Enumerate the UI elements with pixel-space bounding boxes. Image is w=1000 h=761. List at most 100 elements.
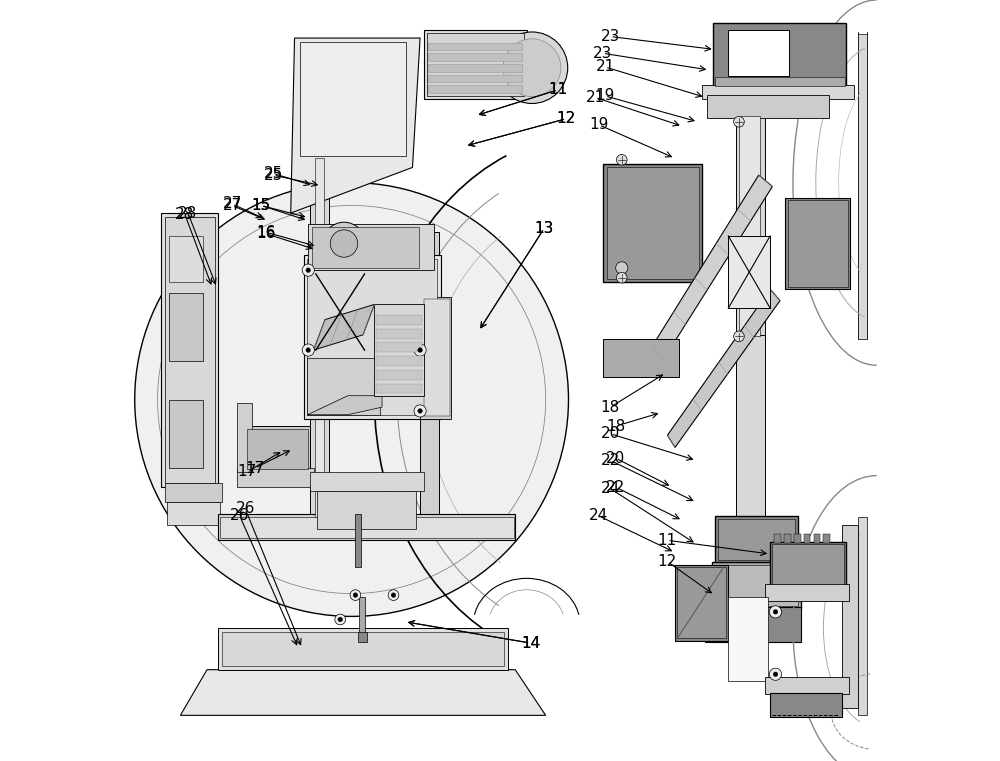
Bar: [739, 116, 760, 336]
Text: 25: 25: [264, 167, 283, 183]
Circle shape: [388, 590, 399, 600]
Bar: [169, 293, 203, 361]
Bar: [245, 426, 310, 472]
Text: 18: 18: [606, 419, 625, 434]
Circle shape: [338, 617, 342, 622]
Bar: [712, 562, 801, 609]
Bar: [304, 255, 441, 419]
Bar: [728, 597, 768, 681]
Text: 13: 13: [534, 221, 554, 236]
Circle shape: [335, 614, 346, 625]
Text: 23: 23: [601, 29, 620, 44]
Bar: [774, 534, 781, 543]
Bar: [788, 200, 848, 287]
Text: 17: 17: [238, 464, 257, 479]
Bar: [376, 356, 422, 366]
Bar: [770, 693, 842, 717]
Circle shape: [323, 222, 365, 265]
Circle shape: [769, 668, 782, 680]
Bar: [310, 472, 424, 491]
Text: 12: 12: [658, 554, 677, 569]
Text: 25: 25: [264, 166, 283, 181]
Circle shape: [616, 262, 628, 274]
Bar: [814, 534, 820, 543]
Bar: [715, 565, 798, 606]
Circle shape: [769, 606, 782, 618]
Circle shape: [414, 344, 426, 356]
Bar: [312, 227, 419, 268]
Bar: [307, 259, 437, 415]
Circle shape: [773, 610, 778, 614]
Bar: [218, 628, 508, 670]
Text: 27: 27: [223, 198, 242, 213]
Bar: [165, 483, 222, 502]
Bar: [607, 167, 699, 279]
Bar: [718, 519, 795, 560]
Bar: [715, 516, 798, 563]
Bar: [428, 43, 522, 50]
Text: 28: 28: [175, 207, 195, 222]
Bar: [428, 53, 522, 61]
Text: 14: 14: [521, 635, 540, 651]
Bar: [736, 335, 765, 517]
Circle shape: [616, 154, 627, 165]
Bar: [376, 384, 422, 393]
Circle shape: [350, 590, 361, 600]
Bar: [218, 514, 515, 540]
Text: 16: 16: [256, 226, 275, 241]
Bar: [376, 329, 422, 339]
Text: 21: 21: [586, 90, 605, 105]
Bar: [675, 565, 728, 641]
Circle shape: [496, 32, 568, 103]
Bar: [222, 632, 504, 666]
Bar: [702, 85, 854, 99]
Bar: [428, 64, 522, 72]
Bar: [161, 213, 218, 487]
Circle shape: [353, 593, 358, 597]
Text: 20: 20: [601, 426, 620, 441]
Bar: [167, 502, 220, 525]
Bar: [376, 342, 422, 352]
Circle shape: [418, 348, 422, 352]
Text: 26: 26: [230, 508, 249, 524]
Text: 13: 13: [534, 221, 554, 236]
Bar: [842, 525, 858, 708]
Bar: [376, 315, 422, 325]
Bar: [310, 156, 329, 537]
Bar: [603, 339, 679, 377]
Circle shape: [135, 183, 568, 616]
Circle shape: [330, 230, 358, 257]
Bar: [220, 517, 514, 538]
Bar: [677, 567, 726, 638]
Bar: [765, 584, 849, 601]
Bar: [823, 534, 830, 543]
Circle shape: [503, 39, 561, 97]
Polygon shape: [652, 175, 772, 359]
Bar: [420, 297, 451, 419]
Text: 12: 12: [557, 111, 576, 126]
Bar: [237, 468, 314, 487]
Polygon shape: [667, 289, 780, 447]
Bar: [308, 224, 434, 270]
Text: 19: 19: [589, 117, 609, 132]
Bar: [315, 158, 324, 535]
Text: 22: 22: [601, 453, 620, 468]
Text: 14: 14: [521, 635, 540, 651]
Circle shape: [306, 268, 311, 272]
Bar: [736, 114, 765, 339]
Circle shape: [306, 348, 311, 352]
Bar: [794, 534, 801, 543]
Circle shape: [773, 672, 778, 677]
Text: 26: 26: [235, 501, 255, 516]
Circle shape: [302, 264, 314, 276]
Bar: [603, 164, 702, 282]
Circle shape: [414, 405, 426, 417]
Text: 11: 11: [548, 82, 567, 97]
Bar: [374, 304, 424, 396]
Circle shape: [302, 344, 314, 356]
Bar: [428, 75, 522, 82]
Text: 24: 24: [601, 481, 620, 496]
Bar: [424, 299, 450, 416]
Polygon shape: [291, 38, 420, 213]
Bar: [424, 30, 527, 99]
